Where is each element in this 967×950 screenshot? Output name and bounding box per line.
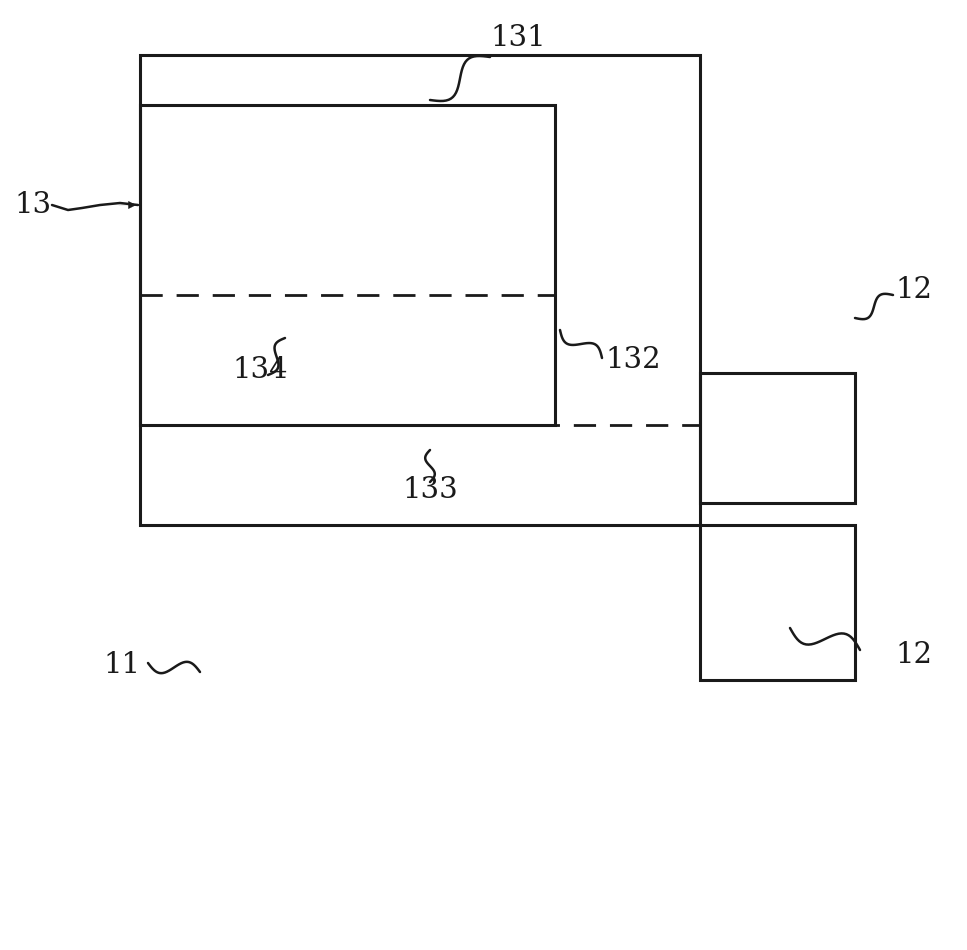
Text: 12: 12 bbox=[895, 641, 932, 669]
Bar bbox=[140, 55, 700, 525]
Text: 11: 11 bbox=[103, 651, 140, 679]
Text: 133: 133 bbox=[402, 476, 458, 504]
Text: 132: 132 bbox=[605, 346, 660, 374]
Bar bbox=[700, 525, 855, 680]
Text: 13: 13 bbox=[15, 191, 52, 219]
Bar bbox=[700, 373, 855, 503]
Text: 134: 134 bbox=[232, 356, 288, 384]
Bar bbox=[140, 105, 555, 425]
Text: 12: 12 bbox=[895, 276, 932, 304]
Text: 131: 131 bbox=[490, 24, 545, 52]
